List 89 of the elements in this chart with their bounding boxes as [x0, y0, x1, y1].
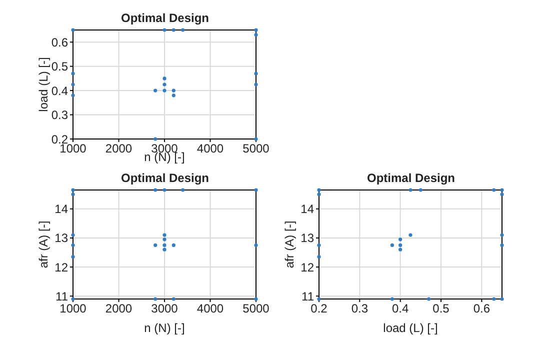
point — [492, 297, 496, 301]
point — [317, 255, 321, 259]
point — [71, 233, 75, 237]
x-tick-label: 0.2 — [310, 302, 328, 316]
point — [254, 243, 258, 248]
point — [390, 297, 394, 301]
point — [154, 297, 158, 301]
x-tick-label: 0.6 — [473, 302, 490, 316]
x-tick-label: 4000 — [196, 142, 224, 156]
point — [162, 28, 166, 32]
y-tick-label: 12 — [300, 260, 314, 274]
point — [317, 243, 321, 248]
y-tick-label: 12 — [54, 260, 68, 274]
point — [71, 72, 75, 76]
point — [418, 188, 422, 192]
y-tick-label: 14 — [54, 202, 68, 216]
point — [398, 243, 402, 248]
point — [254, 72, 258, 76]
x-tick-label: 5000 — [242, 302, 270, 316]
y-tick-label: 11 — [56, 289, 68, 304]
point — [317, 192, 321, 196]
x-axis-title: load (L) [-] — [383, 321, 438, 335]
y-tick-label: 0.3 — [51, 108, 68, 122]
x-tick-label: 0.3 — [351, 302, 368, 316]
y-tick-label: 0.6 — [51, 35, 68, 50]
point — [317, 188, 321, 192]
point — [398, 238, 402, 242]
y-tick-label: 0.5 — [51, 60, 68, 74]
point — [181, 188, 185, 192]
point — [71, 192, 75, 196]
x-tick-label: 3000 — [151, 302, 178, 316]
chart-title: Optimal Design — [366, 171, 456, 185]
y-axis-title: load (L) [-] — [36, 57, 50, 112]
point — [71, 243, 75, 248]
point — [162, 243, 166, 248]
point — [500, 192, 504, 196]
point — [254, 82, 258, 86]
y-tick-label: 13 — [300, 231, 314, 246]
point — [427, 297, 431, 301]
point — [398, 248, 402, 252]
point — [162, 238, 166, 242]
point — [254, 33, 258, 37]
point — [71, 188, 75, 192]
point — [408, 188, 412, 192]
point — [162, 233, 166, 237]
point — [172, 243, 176, 248]
point — [162, 82, 166, 86]
point — [162, 188, 166, 192]
x-tick-label: 0.4 — [392, 302, 409, 316]
point — [500, 188, 504, 192]
point — [390, 243, 394, 248]
y-tick-label: 11 — [302, 289, 314, 304]
x-tick-label: 2000 — [105, 302, 132, 316]
x-tick-label: 5000 — [242, 142, 270, 156]
point — [172, 94, 176, 98]
point — [500, 297, 504, 301]
y-axis-title: afr (A) [-] — [282, 220, 296, 268]
point — [181, 28, 185, 32]
x-tick-label: 2000 — [105, 142, 132, 156]
point — [154, 137, 158, 141]
chart-title: Optimal Design — [120, 171, 210, 185]
x-tick-label: 4000 — [196, 302, 224, 316]
y-tick-label: 0.4 — [51, 84, 68, 98]
y-axis-title: afr (A) [-] — [36, 220, 50, 268]
point — [154, 243, 158, 248]
point — [500, 233, 504, 237]
point — [162, 88, 166, 92]
point — [254, 188, 258, 192]
point — [154, 188, 158, 192]
point — [162, 76, 166, 80]
point — [162, 248, 166, 252]
y-tick-label: 14 — [300, 202, 314, 216]
point — [172, 297, 176, 301]
y-tick-label: 13 — [54, 231, 68, 246]
point — [71, 82, 75, 86]
x-tick-label: 0.5 — [432, 302, 450, 316]
x-axis-title: n (N) [-] — [144, 321, 185, 335]
point — [154, 88, 158, 92]
point — [71, 28, 75, 32]
point — [408, 233, 412, 237]
point — [500, 243, 504, 248]
point — [172, 88, 176, 92]
point — [71, 94, 75, 98]
x-tick-label: 1000 — [60, 302, 87, 316]
point — [71, 255, 75, 259]
point — [254, 28, 258, 32]
point — [172, 28, 176, 32]
chart-title: Optimal Design — [120, 11, 210, 25]
point — [492, 188, 496, 192]
